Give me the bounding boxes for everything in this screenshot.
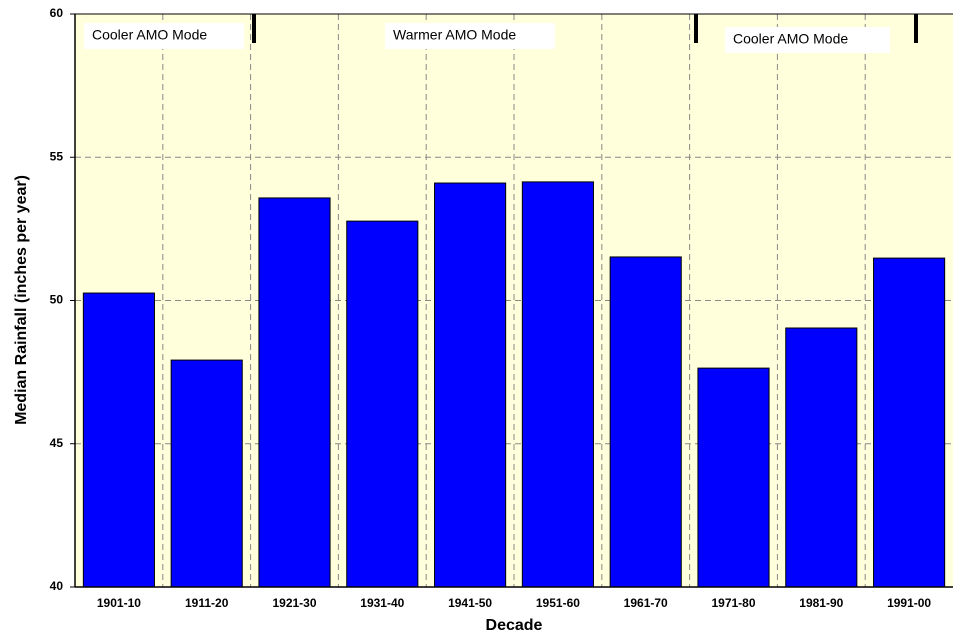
x-tick-label: 1951-60 [536, 596, 580, 610]
annotation-box [725, 27, 890, 53]
annotation: Cooler AMO Mode [92, 27, 207, 43]
y-tick-label: 50 [50, 293, 64, 307]
annotation-box [385, 23, 555, 49]
x-tick-label: 1971-80 [711, 596, 755, 610]
bar [873, 257, 946, 588]
y-tick-label: 40 [50, 579, 64, 593]
bar [82, 292, 155, 588]
x-tick-label: 1991-00 [887, 596, 931, 610]
bar [609, 256, 682, 588]
annotation: Cooler AMO Mode [733, 31, 848, 47]
y-tick-label: 60 [50, 6, 64, 20]
bar [346, 220, 419, 588]
x-tick-label: 1961-70 [624, 596, 668, 610]
bar [258, 197, 331, 588]
x-tick-label: 1981-90 [799, 596, 843, 610]
y-axis-label: Median Rainfall (inches per year) [13, 175, 30, 425]
bars [82, 181, 946, 588]
x-axis-label: Decade [486, 617, 543, 634]
bar [434, 182, 507, 588]
bar [785, 327, 858, 588]
x-tick-label: 1901-10 [97, 596, 141, 610]
x-tick-label: 1931-40 [360, 596, 404, 610]
annotation: Warmer AMO Mode [393, 27, 516, 43]
x-tick-label: 1941-50 [448, 596, 492, 610]
y-tick-label: 55 [50, 149, 64, 163]
annotation-box [84, 23, 244, 49]
x-tick-label: 1911-20 [185, 596, 229, 610]
bar [697, 367, 770, 588]
y-tick-label: 45 [50, 436, 64, 450]
x-tick-label: 1921-30 [272, 596, 316, 610]
bar [170, 359, 243, 588]
bar [521, 181, 594, 588]
